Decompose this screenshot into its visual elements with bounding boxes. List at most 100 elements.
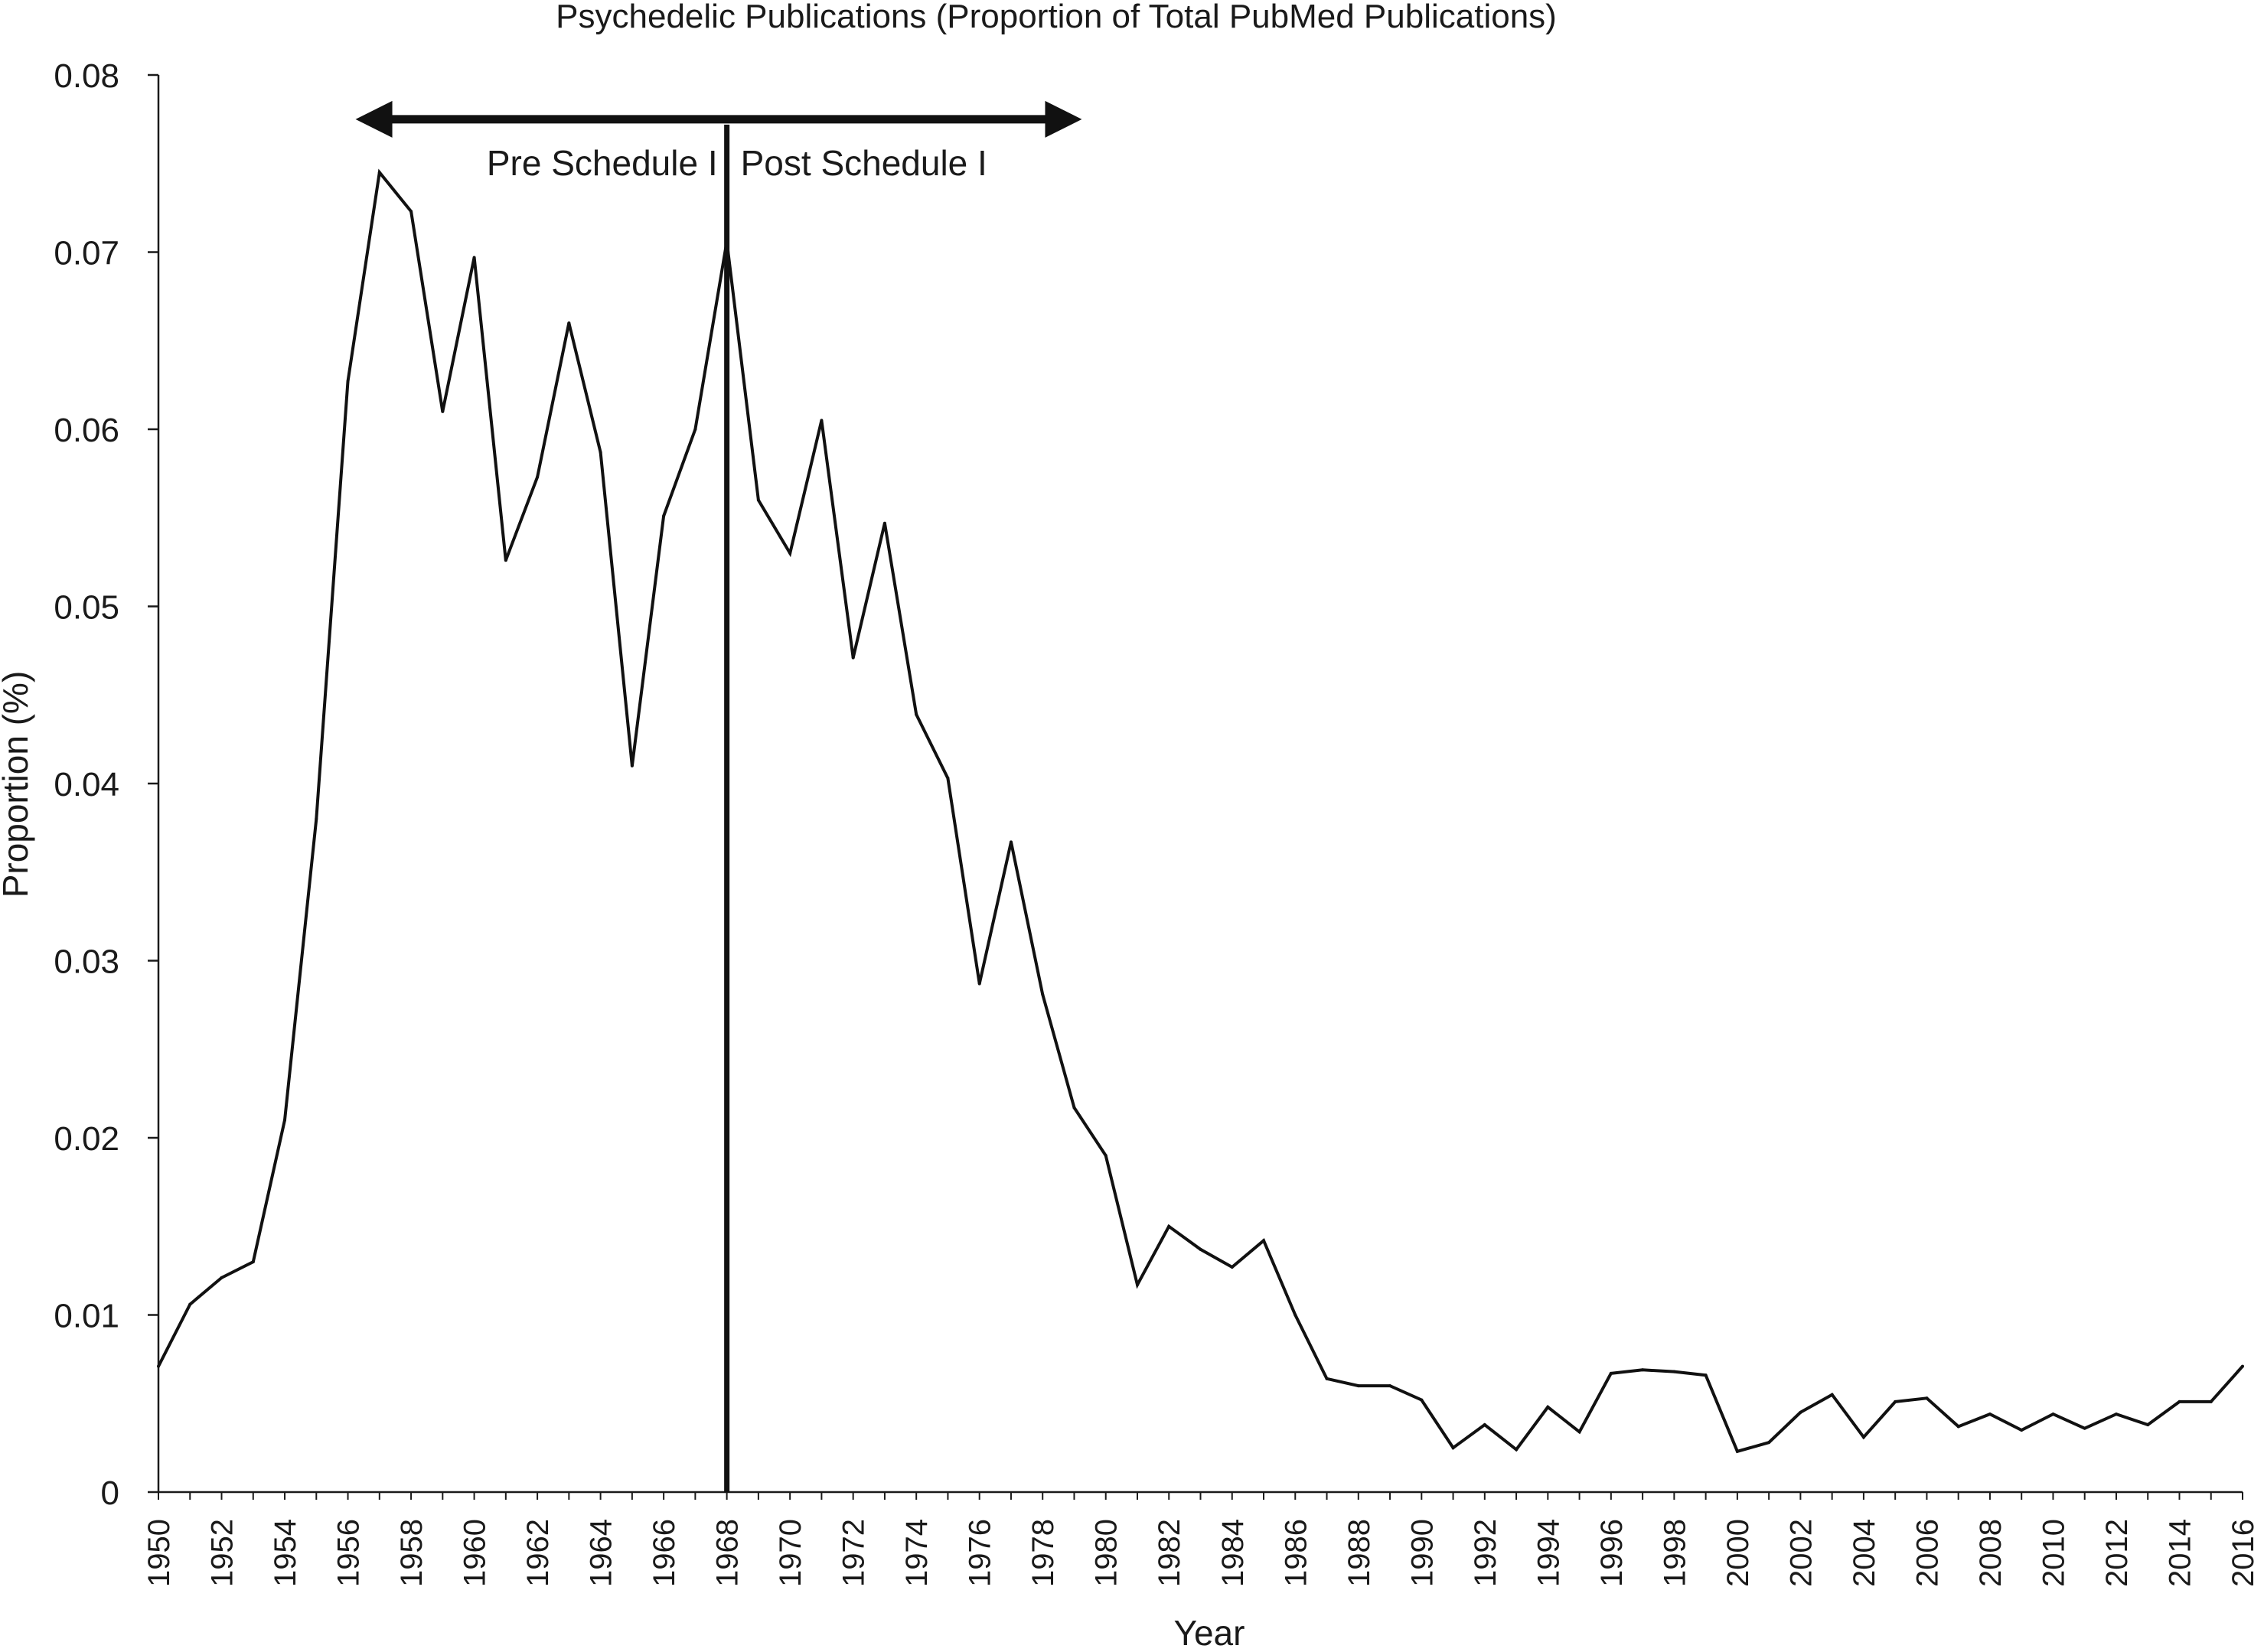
data-point — [1167, 1224, 1171, 1228]
data-point — [788, 552, 792, 556]
data-point — [1672, 1370, 1676, 1373]
x-axis-label: Year — [1174, 1613, 1245, 1652]
x-tick-label: 1952 — [206, 1519, 240, 1587]
data-point — [441, 409, 445, 413]
x-tick-label: 2002 — [1784, 1519, 1818, 1587]
x-tick-label: 1966 — [648, 1519, 681, 1587]
x-tick-label: 1958 — [395, 1519, 429, 1587]
data-point — [1546, 1405, 1550, 1409]
data-point — [1861, 1435, 1865, 1439]
data-point — [693, 428, 697, 431]
x-tick-label: 2014 — [2163, 1519, 2197, 1587]
data-point — [1199, 1247, 1202, 1251]
y-tick-label: 0 — [101, 1474, 119, 1512]
data-point — [346, 380, 350, 383]
data-point — [1641, 1368, 1645, 1372]
data-point — [630, 764, 634, 767]
data-point — [946, 777, 950, 780]
data-point — [1135, 1283, 1139, 1287]
x-tick-label: 1980 — [1090, 1519, 1124, 1587]
x-tick-label: 1960 — [458, 1519, 492, 1587]
data-point — [1830, 1393, 1834, 1396]
y-tick-label: 0.03 — [54, 943, 119, 981]
data-point — [1293, 1313, 1297, 1317]
y-axis-ticks: 0 0.01 0.02 0.03 0.04 0.05 0.06 0.07 0.08 — [54, 57, 158, 1512]
x-tick-label: 1962 — [521, 1519, 555, 1587]
data-point — [820, 419, 824, 422]
data-point — [2241, 1364, 2244, 1368]
data-point — [977, 982, 981, 986]
data-point — [1072, 1106, 1076, 1109]
x-tick-label: 1954 — [269, 1519, 302, 1587]
x-tick-label: 2008 — [1974, 1519, 2008, 1587]
x-axis-ticks: 1950 1952 1954 1956 1958 1960 1962 1964 1966 1968… — [142, 1492, 2260, 1587]
data-point — [756, 498, 760, 502]
data-point — [2020, 1428, 2024, 1432]
data-point — [157, 1364, 160, 1368]
x-tick-label: 2004 — [1848, 1519, 1881, 1587]
data-point — [2083, 1426, 2086, 1430]
data-point — [915, 712, 918, 716]
data-point — [504, 559, 507, 562]
x-tick-label: 2006 — [1910, 1519, 1944, 1587]
data-point — [1325, 1377, 1329, 1380]
data-point — [1451, 1446, 1455, 1450]
data-point — [536, 475, 540, 479]
x-tick-label: 2016 — [2226, 1519, 2260, 1587]
series-points — [157, 171, 2244, 1453]
chart-title: Psychedelic Publications (Proportion of … — [556, 0, 1557, 35]
data-point — [2114, 1413, 2118, 1416]
data-point — [567, 321, 571, 325]
data-point — [851, 656, 855, 660]
data-point — [1609, 1371, 1613, 1375]
y-tick-label: 0.01 — [54, 1298, 119, 1335]
y-tick-label: 0.07 — [54, 235, 119, 272]
schedule-arrow-left-head — [355, 100, 393, 138]
data-point — [882, 521, 886, 525]
x-tick-label: 1968 — [711, 1519, 745, 1587]
y-tick-label: 0.08 — [54, 57, 119, 95]
data-point — [1956, 1425, 1960, 1429]
x-tick-label: 1964 — [585, 1519, 618, 1587]
post-schedule-label: Post Schedule I — [741, 143, 987, 183]
y-tick-label: 0.02 — [54, 1120, 119, 1158]
x-tick-label: 1998 — [1658, 1519, 1691, 1587]
data-point — [315, 817, 318, 821]
x-tick-label: 1996 — [1595, 1519, 1629, 1587]
data-point — [599, 451, 602, 455]
x-tick-label: 2000 — [1721, 1519, 1755, 1587]
data-point — [251, 1260, 255, 1264]
data-point — [1735, 1449, 1739, 1453]
data-point — [472, 256, 476, 259]
data-point — [1356, 1384, 1360, 1388]
x-tick-label: 1956 — [332, 1519, 366, 1587]
data-point — [1925, 1396, 1929, 1400]
data-point — [409, 210, 413, 213]
data-point — [2051, 1413, 2055, 1416]
x-tick-label: 1988 — [1342, 1519, 1376, 1587]
data-point — [1799, 1410, 1802, 1414]
data-point — [2146, 1423, 2150, 1427]
x-tick-label: 1994 — [1532, 1519, 1565, 1587]
x-tick-label: 2012 — [2100, 1519, 2134, 1587]
data-point — [283, 1118, 287, 1122]
data-point — [1894, 1399, 1897, 1403]
data-point — [1704, 1373, 1708, 1377]
data-point — [1988, 1413, 1992, 1416]
data-point — [1767, 1441, 1771, 1445]
x-tick-label: 1986 — [1279, 1519, 1313, 1587]
data-point — [220, 1276, 223, 1279]
data-point — [1577, 1430, 1581, 1434]
data-point — [1515, 1448, 1519, 1452]
data-point — [662, 514, 666, 518]
data-point — [1262, 1239, 1266, 1243]
data-point — [1104, 1154, 1108, 1158]
series-line — [157, 168, 2244, 1454]
x-tick-label: 1990 — [1405, 1519, 1439, 1587]
data-point — [188, 1302, 192, 1306]
x-tick-label: 1978 — [1026, 1519, 1060, 1587]
y-axis-label: Proportion (%) — [0, 671, 35, 898]
x-tick-label: 1972 — [837, 1519, 871, 1587]
x-tick-label: 1976 — [964, 1519, 997, 1587]
x-tick-label: 1982 — [1153, 1519, 1186, 1587]
